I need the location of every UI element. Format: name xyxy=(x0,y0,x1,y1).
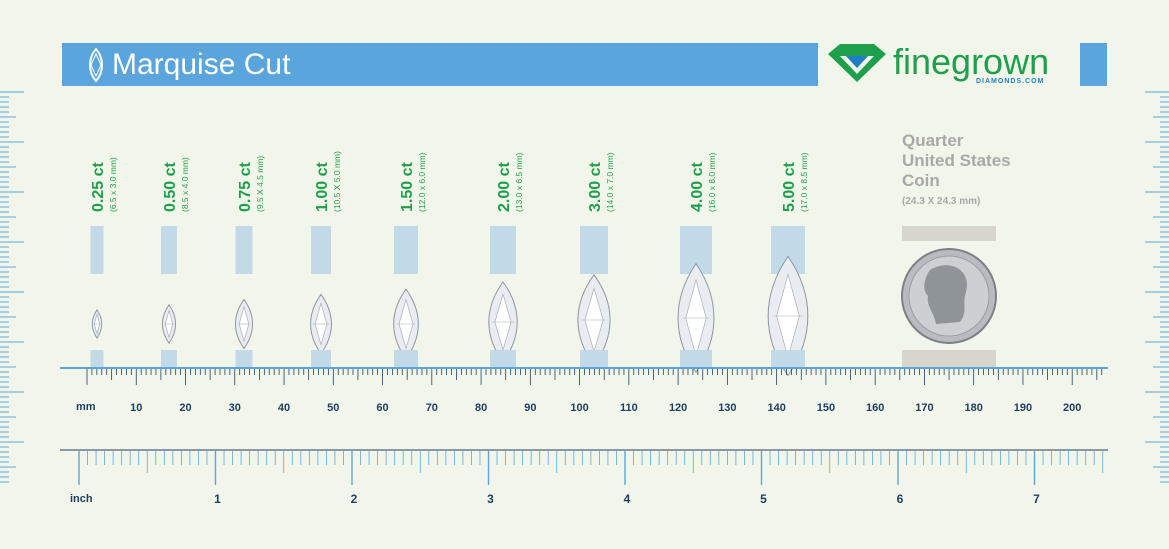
dimension-label: (8.5 x 4.0 mm) xyxy=(180,157,190,212)
width-bar xyxy=(394,350,418,367)
inch-unit-label: inch xyxy=(70,493,93,505)
edge-rulers xyxy=(0,91,1169,483)
carat-label: 0.25 ct xyxy=(90,162,107,212)
diamond-column: 0.75 ct (9.5 X 4.5 mm) xyxy=(234,156,265,367)
mm-label: 120 xyxy=(669,402,687,414)
mm-label: 70 xyxy=(426,402,438,414)
mm-label: 190 xyxy=(1014,402,1032,414)
diamond-columns: 0.25 ct (6.5 x 3.0 mm) 0.50 ct (8.5 x 4.0 m… xyxy=(90,151,809,377)
coin-width-bar xyxy=(902,226,996,241)
width-bar xyxy=(235,350,253,367)
mm-label: 40 xyxy=(278,402,290,414)
mm-label: 160 xyxy=(866,402,884,414)
carat-label: 0.75 ct xyxy=(237,162,254,212)
carat-label: 1.00 ct xyxy=(314,162,331,212)
dimension-label: (12.0 x 6.0 mm) xyxy=(417,152,427,212)
mm-label: 90 xyxy=(524,402,536,414)
diamond-logo-icon xyxy=(828,44,886,82)
diamond-column: 5.00 ct (17.0 x 8.5 mm) xyxy=(767,152,809,377)
mm-label: 200 xyxy=(1063,402,1081,414)
coin-width-bar xyxy=(902,350,996,367)
mm-label: 170 xyxy=(915,402,933,414)
quarter-coin-icon xyxy=(901,248,997,344)
width-bar xyxy=(235,226,253,274)
carat-label: 1.50 ct xyxy=(399,162,416,212)
dimension-label: (14.0 x 7.0 mm) xyxy=(605,152,615,212)
diamond-column: 4.00 ct (16.0 x 8.0 mm) xyxy=(677,152,717,374)
mm-label: 10 xyxy=(130,402,142,414)
mm-label: 30 xyxy=(229,402,241,414)
inch-label: 5 xyxy=(760,492,767,506)
inch-ruler: 1 2 3 4 5 6 7 xyxy=(60,449,1108,506)
mm-label: 80 xyxy=(475,402,487,414)
dimension-label: (9.5 X 4.5 mm) xyxy=(255,156,265,212)
mm-unit-label: mm xyxy=(76,401,96,413)
dimension-label: (13.0 x 6.5 mm) xyxy=(514,152,524,212)
inch-label: 3 xyxy=(487,492,494,506)
diamond-column: 1.00 ct (10.5 X 5.0 mm) xyxy=(310,151,342,367)
width-bar xyxy=(490,350,516,367)
dimension-label: (16.0 x 8.0 mm) xyxy=(707,152,717,212)
carat-label: 4.00 ct xyxy=(689,162,706,212)
width-bar xyxy=(311,226,331,274)
mm-label: 20 xyxy=(179,402,191,414)
marquise-outline-icon xyxy=(89,47,103,83)
mm-label: 60 xyxy=(376,402,388,414)
inch-label: 4 xyxy=(624,492,631,506)
carat-label: 3.00 ct xyxy=(587,162,604,212)
width-bar xyxy=(311,350,331,367)
diamond-column: 2.00 ct (13.0 x 6.5 mm) xyxy=(488,152,524,367)
mm-label: 140 xyxy=(767,402,785,414)
mm-label: 180 xyxy=(965,402,983,414)
mm-label: 110 xyxy=(620,402,638,414)
mm-label: 100 xyxy=(570,402,588,414)
width-bar xyxy=(490,226,516,274)
coin-column xyxy=(901,226,997,367)
logo-subtitle: DIAMONDS.COM xyxy=(976,78,1045,85)
mm-label: 50 xyxy=(327,402,339,414)
coin-portrait xyxy=(924,265,968,324)
carat-label: 2.00 ct xyxy=(496,162,513,212)
width-bar xyxy=(161,350,177,367)
mm-label: 130 xyxy=(718,402,736,414)
width-bar xyxy=(580,350,608,367)
coin-size-label: (24.3 X 24.3 mm) xyxy=(902,196,981,207)
inch-label: 1 xyxy=(214,492,221,506)
dimension-label: (17.0 x 8.5 mm) xyxy=(799,152,809,212)
diamond-column: 0.50 ct (8.5 x 4.0 mm) xyxy=(161,157,190,367)
carat-label: 5.00 ct xyxy=(781,162,798,212)
diamond-column: 3.00 ct (14.0 x 7.0 mm) xyxy=(577,152,615,367)
coin-title-line: United States xyxy=(902,151,1011,170)
dimension-label: (6.5 x 3.0 mm) xyxy=(108,157,118,212)
carat-label: 0.50 ct xyxy=(162,162,179,212)
width-bar xyxy=(580,226,608,274)
mm-ruler: 10 20 30 40 50 60 70 80 90 100 110 120 130 140 150 160 1… xyxy=(60,367,1108,414)
width-bar xyxy=(680,350,712,367)
width-bar xyxy=(161,226,177,274)
inch-label: 7 xyxy=(1033,492,1040,506)
coin-title: Quarter United States Coin xyxy=(902,131,1011,191)
width-bar xyxy=(394,226,418,274)
mm-label: 150 xyxy=(817,402,835,414)
inch-label: 6 xyxy=(897,492,904,506)
dimension-label: (10.5 X 5.0 mm) xyxy=(332,151,342,212)
coin-title-line: Quarter xyxy=(902,131,964,150)
page-title: Marquise Cut xyxy=(112,48,291,81)
width-bar xyxy=(90,226,104,274)
width-bar xyxy=(90,350,104,367)
width-bar xyxy=(771,350,805,367)
diamond-column: 0.25 ct (6.5 x 3.0 mm) xyxy=(90,157,118,367)
logo-wordmark: finegrown xyxy=(893,41,1050,82)
diamond-column: 1.50 ct (12.0 x 6.0 mm) xyxy=(393,152,427,367)
coin-title-line: Coin xyxy=(902,171,940,190)
inch-label: 2 xyxy=(351,492,358,506)
